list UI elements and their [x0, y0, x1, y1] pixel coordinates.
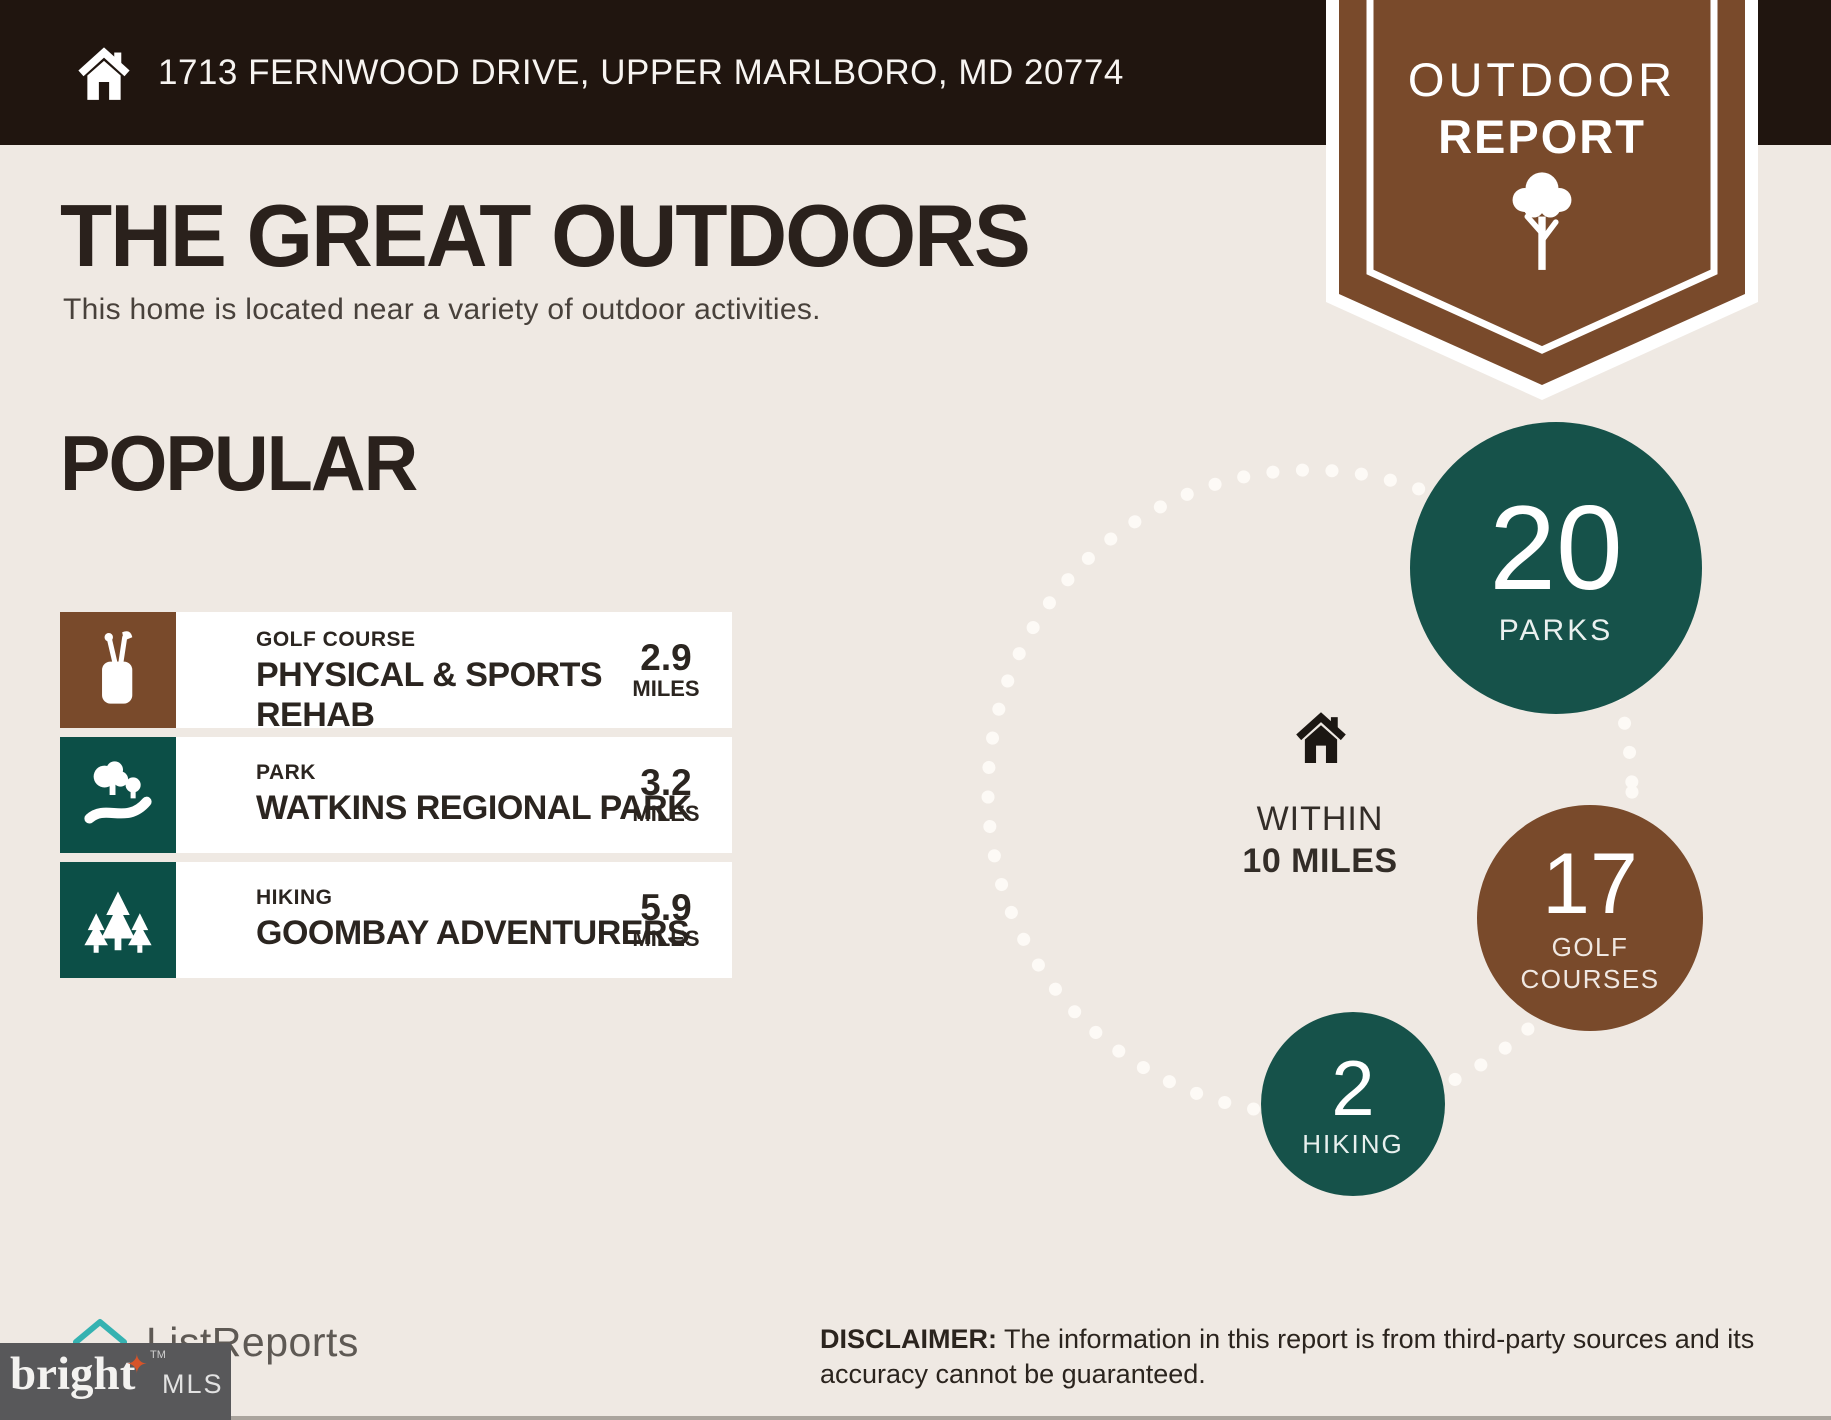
pine-trees-icon — [60, 862, 176, 978]
category-label: HIKING — [256, 886, 333, 910]
hiking-count: 2 — [1331, 1043, 1375, 1132]
bright-mls-logo: bright ✦ TM MLS — [0, 1343, 231, 1420]
distance-value: 3.2 — [640, 761, 692, 803]
place-name: PHYSICAL & SPORTS REHAB — [256, 656, 603, 728]
park-trees-path-icon — [60, 737, 176, 853]
disclaimer-body: The information in this report is from t… — [820, 1324, 1755, 1389]
mls-wordmark: MLS — [162, 1369, 224, 1399]
distance-unit: MILES — [632, 675, 700, 701]
tree-icon — [1512, 172, 1572, 270]
list-item-text: PARK WATKINS REGIONAL PARK — [256, 737, 692, 853]
category-label: PARK — [256, 761, 316, 785]
bright-star-icon: ✦ — [126, 1349, 148, 1379]
page-subtitle: This home is located near a variety of o… — [63, 293, 821, 326]
list-item-golf-course[interactable]: GOLF COURSE PHYSICAL & SPORTS REHAB 2.9 … — [60, 612, 732, 728]
distance-block: 3.2 MILES — [618, 737, 714, 853]
distance-value: 5.9 — [640, 886, 692, 928]
ribbon-word-outdoor: OUTDOOR — [1407, 53, 1677, 106]
golf-courses-count: 17 — [1542, 835, 1638, 932]
parks-count: 20 — [1489, 481, 1623, 615]
popular-list: GOLF COURSE PHYSICAL & SPORTS REHAB 2.9 … — [60, 612, 732, 987]
ribbon-word-report: REPORT — [1438, 110, 1646, 163]
bright-trademark: TM — [150, 1349, 166, 1361]
parks-label: PARKS — [1498, 614, 1614, 647]
list-item-park[interactable]: PARK WATKINS REGIONAL PARK 3.2 MILES — [60, 737, 732, 853]
within-radius-label: WITHIN 10 MILES — [1205, 800, 1435, 881]
category-label: GOLF COURSE — [256, 628, 416, 651]
golf-courses-label: GOLF COURSES — [1520, 931, 1660, 995]
home-icon — [78, 47, 130, 100]
property-address: 1713 FERNWOOD DRIVE, UPPER MARLBORO, MD … — [158, 52, 1124, 92]
place-name: GOOMBAY ADVENTURERS — [256, 914, 690, 953]
disclaimer-text: DISCLAIMER: The information in this repo… — [820, 1322, 1765, 1391]
distance-block: 2.9 MILES — [618, 612, 714, 728]
stat-circle-parks: 20 PARKS — [1410, 422, 1702, 714]
bright-wordmark: bright — [10, 1348, 136, 1400]
distance-unit: MILES — [632, 800, 700, 826]
popular-heading: POPULAR — [60, 419, 418, 507]
golf-bag-icon — [60, 612, 176, 728]
within-house-icon — [1296, 712, 1346, 764]
radius-text: 10 MILES — [1242, 842, 1398, 880]
place-name: WATKINS REGIONAL PARK — [256, 789, 692, 828]
stat-circle-hiking: 2 HIKING — [1261, 1012, 1445, 1196]
disclaimer-label: DISCLAIMER: — [820, 1324, 997, 1354]
list-item-text: HIKING GOOMBAY ADVENTURERS — [256, 862, 692, 978]
distance-value: 2.9 — [640, 636, 692, 678]
ribbon-title: OUTDOOR REPORT — [1326, 0, 1758, 164]
bottom-divider — [0, 1416, 1831, 1420]
distance-block: 5.9 MILES — [618, 862, 714, 978]
hiking-label: HIKING — [1302, 1128, 1404, 1159]
page-title: THE GREAT OUTDOORS — [60, 186, 1031, 285]
distance-unit: MILES — [632, 925, 700, 951]
stat-circle-golf-courses: 17 GOLF COURSES — [1477, 805, 1703, 1031]
within-text: WITHIN — [1256, 800, 1384, 838]
list-item-hiking[interactable]: HIKING GOOMBAY ADVENTURERS 5.9 MILES — [60, 862, 732, 978]
list-item-text: GOLF COURSE PHYSICAL & SPORTS REHAB — [256, 612, 692, 728]
